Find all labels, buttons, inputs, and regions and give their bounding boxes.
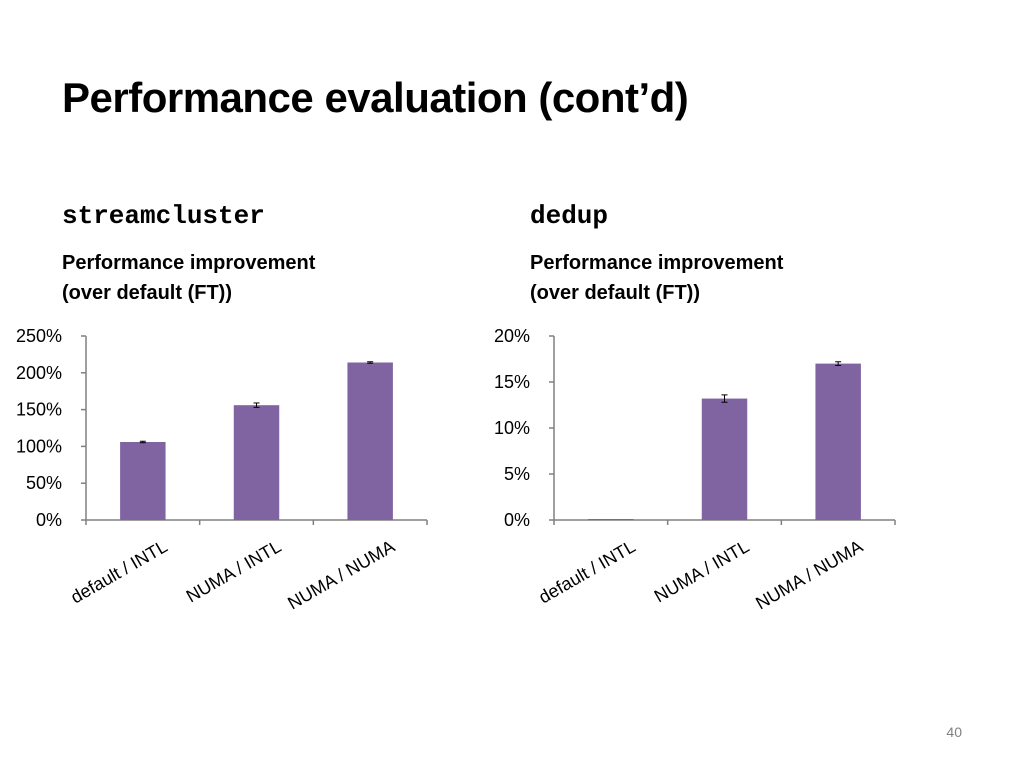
x-tick-label: NUMA / INTL bbox=[183, 536, 285, 606]
chart-title-line: Performance improvement bbox=[62, 252, 316, 274]
bar bbox=[120, 441, 166, 520]
chart-title-line: (over default (FT)) bbox=[62, 282, 232, 304]
y-tick-label: 20% bbox=[494, 326, 530, 346]
chart-title: Performance improvement (over default (F… bbox=[530, 248, 990, 308]
chart-title-line: Performance improvement bbox=[530, 252, 784, 274]
bar bbox=[233, 405, 280, 520]
y-tick-label: 200% bbox=[16, 363, 62, 383]
chart-title: Performance improvement (over default (F… bbox=[62, 248, 522, 308]
page-number: 40 bbox=[946, 724, 962, 740]
y-tick-label: 150% bbox=[16, 400, 62, 420]
panel-name: streamcluster bbox=[62, 201, 265, 231]
bar bbox=[347, 362, 393, 520]
y-tick-label: 0% bbox=[36, 510, 62, 530]
y-tick-label: 100% bbox=[16, 436, 62, 456]
chart-title-line: (over default (FT)) bbox=[530, 282, 700, 304]
y-tick-label: 10% bbox=[494, 418, 530, 438]
bar-chart: 0%50%100%150%200%250%default / INTL NUMA … bbox=[16, 326, 428, 613]
bar-chart: 0% 5% 10% 15% 20% default / INTL NUMA / INTL NU… bbox=[494, 326, 896, 613]
x-tick-label: NUMA / INTL bbox=[651, 536, 753, 606]
y-tick-label: 5% bbox=[504, 464, 530, 484]
x-tick-label: NUMA / NUMA bbox=[752, 536, 866, 613]
x-tick-label: default / INTL bbox=[67, 536, 171, 607]
bar bbox=[701, 398, 748, 520]
streamcluster-panel: streamcluster Performance improvement (o… bbox=[16, 196, 522, 666]
y-tick-label: 250% bbox=[16, 326, 62, 346]
bar bbox=[815, 363, 861, 520]
x-tick-label: NUMA / NUMA bbox=[284, 536, 398, 613]
y-tick-label: 50% bbox=[26, 473, 62, 493]
panel-name: dedup bbox=[530, 201, 609, 231]
x-tick-label: default / INTL bbox=[535, 536, 639, 607]
bar bbox=[588, 519, 634, 520]
dedup-panel: dedup Performance improvement (over defa… bbox=[494, 196, 990, 666]
y-tick-label: 0% bbox=[504, 510, 530, 530]
y-tick-label: 15% bbox=[494, 372, 530, 392]
slide-title: Performance evaluation (cont’d) bbox=[62, 74, 689, 121]
